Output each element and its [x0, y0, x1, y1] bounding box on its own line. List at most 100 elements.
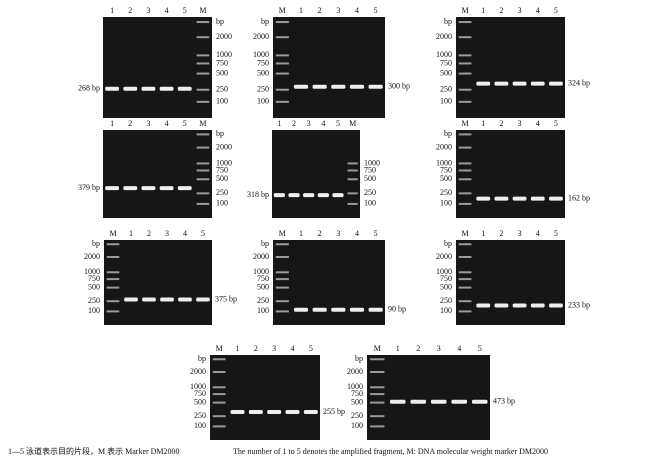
marker-label: 250 [440, 188, 452, 197]
ladder-band [196, 88, 210, 91]
marker-label: 1000 [436, 267, 452, 276]
lane-label: 5 [554, 229, 558, 238]
ladder-band [458, 243, 472, 246]
ladder-band [196, 36, 210, 39]
lane-label: M [279, 229, 286, 238]
band [331, 307, 346, 312]
band [549, 196, 563, 201]
marker-label: 2000 [347, 367, 363, 376]
ladder-band [275, 21, 289, 24]
lane-label: 2 [318, 6, 322, 15]
ladder-band [212, 425, 226, 428]
lane-label: 4 [183, 229, 187, 238]
marker-label: 500 [194, 397, 206, 406]
marker-label: 500 [440, 282, 452, 291]
lane-label: M [462, 119, 469, 128]
lane-label: 5 [309, 344, 313, 353]
lane-label: 2 [499, 229, 503, 238]
marker-label: 1000 [253, 267, 269, 276]
marker-label: 750 [351, 389, 363, 398]
marker-label: 500 [257, 282, 269, 291]
ladder-band [458, 21, 472, 24]
ladder-band [458, 278, 472, 281]
marker-label: 2000 [253, 252, 269, 261]
marker-label: 1000 [84, 267, 100, 276]
ladder-band [458, 300, 472, 303]
band [273, 193, 285, 198]
marker-label: bp [92, 239, 100, 248]
ladder-band [196, 21, 210, 24]
band [549, 303, 563, 308]
marker-label: 100 [351, 421, 363, 430]
band [285, 409, 300, 414]
marker-label: 250 [440, 85, 452, 94]
lane-label: 4 [355, 229, 359, 238]
marker-label: 100 [257, 97, 269, 106]
ladder-band [196, 100, 210, 103]
marker-label: 100 [257, 306, 269, 315]
lane-label: M [462, 229, 469, 238]
lane-label: 5 [183, 119, 187, 128]
marker-label: 500 [364, 174, 376, 183]
lane-label: 2 [499, 6, 503, 15]
ladder-band [458, 62, 472, 65]
marker-label: 100 [88, 306, 100, 315]
lane-label: 3 [518, 6, 522, 15]
gel [103, 130, 212, 218]
ladder-band [347, 169, 358, 172]
ladder-band [370, 371, 385, 373]
marker-label: 500 [216, 68, 228, 77]
lane-label: 4 [536, 6, 540, 15]
ladder-band [196, 133, 210, 136]
band [267, 409, 282, 414]
gel [272, 130, 360, 218]
marker-label: 2000 [436, 142, 452, 151]
lane-label: 1 [129, 229, 133, 238]
lane-label: 1 [481, 6, 485, 15]
lane-label: 4 [457, 344, 461, 353]
marker-label: 500 [216, 174, 228, 183]
lane-label: 5 [336, 119, 340, 128]
ladder-band [196, 162, 210, 165]
marker-label: 1000 [253, 50, 269, 59]
ladder-band [370, 358, 385, 361]
band [177, 86, 192, 91]
gel [210, 355, 320, 440]
ladder-band [212, 386, 226, 389]
lane-label: M [462, 6, 469, 15]
band [293, 307, 309, 312]
ladder-band [458, 256, 472, 258]
lane-label: 1 [277, 119, 281, 128]
marker-label: 250 [216, 188, 228, 197]
marker-label: 750 [216, 165, 228, 174]
lane-label: 1 [481, 229, 485, 238]
band [368, 307, 383, 312]
band [512, 81, 527, 86]
band [451, 399, 468, 404]
lane-label: M [199, 6, 206, 15]
marker-label: 250 [257, 85, 269, 94]
marker-label: 100 [194, 421, 206, 430]
marker-label: 100 [440, 199, 452, 208]
lane-label: 1 [110, 6, 114, 15]
marker-label: 1000 [190, 382, 206, 391]
band [303, 193, 315, 198]
band [494, 303, 509, 308]
gel [456, 240, 565, 325]
band [471, 399, 488, 404]
marker-label: 100 [364, 199, 376, 208]
marker-label: 500 [88, 282, 100, 291]
marker-label: 250 [364, 188, 376, 197]
marker-label: 1000 [216, 158, 232, 167]
ladder-band [196, 169, 210, 172]
ladder-band [275, 36, 289, 39]
lane-label: 2 [147, 229, 151, 238]
band [331, 84, 346, 89]
band [530, 303, 545, 308]
band [494, 196, 509, 201]
ladder-band [196, 72, 210, 75]
ladder-band [458, 192, 472, 195]
ladder-band [106, 271, 120, 274]
ladder-band [212, 415, 226, 418]
